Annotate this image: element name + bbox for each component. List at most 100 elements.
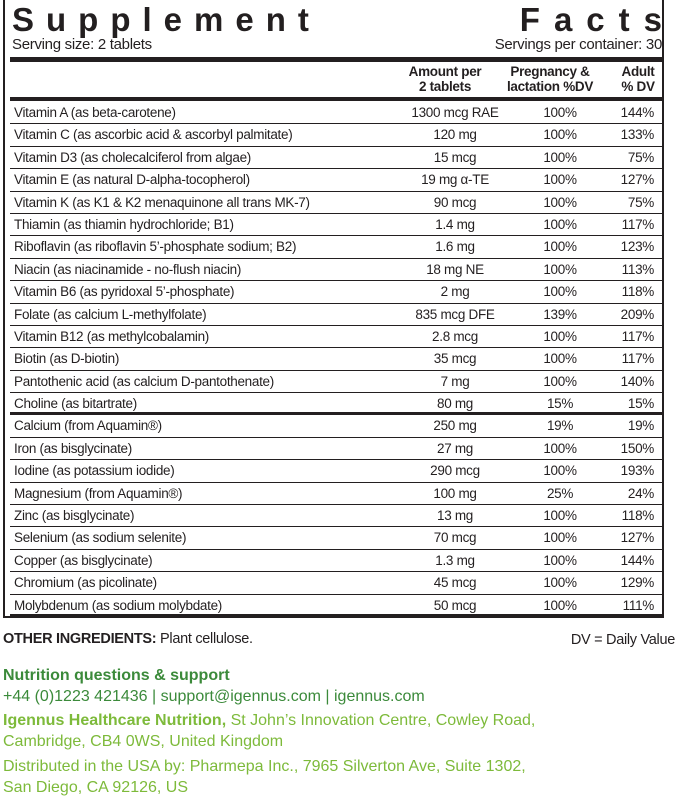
table-row: Vitamin A (as beta-carotene) 1300 mcg RAE… bbox=[10, 102, 664, 125]
adult-dv: 19% bbox=[627, 418, 654, 434]
adult-dv: 144% bbox=[620, 552, 655, 568]
pregnancy-dv: 15% bbox=[546, 396, 574, 412]
nutrient-name: Riboflavin (as riboflavin 5’-phosphate s… bbox=[14, 239, 297, 255]
table-row: Pantothenic acid (as calcium D-pantothen… bbox=[10, 371, 664, 394]
amount: 100 mg bbox=[433, 485, 477, 501]
pregnancy-dv: 100% bbox=[543, 127, 577, 143]
amount: 90 mcg bbox=[433, 194, 477, 210]
amount: 1.6 mg bbox=[435, 239, 475, 255]
distributor-line: Distributed in the USA by: Pharmepa Inc.… bbox=[3, 758, 526, 775]
amount: 45 mcg bbox=[433, 575, 477, 591]
amount: 835 mcg DFE bbox=[415, 306, 495, 322]
pregnancy-dv: 100% bbox=[543, 284, 577, 300]
adult-dv: 127% bbox=[620, 530, 655, 546]
adult-dv: 15% bbox=[627, 396, 654, 412]
pregnancy-dv: 100% bbox=[543, 552, 577, 568]
support-contact: +44 (0)1223 421436 | support@igennus.com… bbox=[3, 688, 425, 705]
distributor-line: San Diego, CA 92126, US bbox=[3, 779, 189, 796]
nutrient-name: Vitamin K (as K1 & K2 menaquinone all tr… bbox=[14, 194, 310, 210]
adult-dv: 118% bbox=[621, 284, 655, 300]
pregnancy-dv: 100% bbox=[543, 463, 577, 479]
table-row: Thiamin (as thiamin hydrochloride; B1) 1.… bbox=[10, 214, 664, 237]
adult-dv: 113% bbox=[621, 261, 655, 277]
nutrient-name: Calcium (from Aquamin®) bbox=[14, 418, 162, 434]
nutrient-name: Vitamin B6 (as pyridoxal 5’-phosphate) bbox=[14, 284, 235, 300]
pregnancy-dv: 100% bbox=[543, 216, 577, 232]
nutrient-name: Chromium (as picolinate) bbox=[14, 575, 157, 591]
address-line: St John’s Innovation Centre, Cowley Road… bbox=[226, 712, 536, 729]
adult-dv: 123% bbox=[620, 239, 655, 255]
header-line: % DV bbox=[621, 79, 655, 94]
header-line: 2 tablets bbox=[418, 79, 472, 94]
table-row: Vitamin K (as K1 & K2 menaquinone all tr… bbox=[10, 192, 664, 214]
table-row: Biotin (as D-biotin) 35 mcg 100% 117% bbox=[10, 348, 664, 371]
amount: 1.4 mg bbox=[435, 216, 475, 232]
amount: 120 mg bbox=[433, 127, 477, 143]
pregnancy-dv: 100% bbox=[543, 597, 577, 613]
pregnancy-dv: 25% bbox=[546, 485, 574, 501]
serving-info: Serving size: 2 tablets Servings per con… bbox=[12, 36, 662, 53]
nutrient-table: Vitamin A (as beta-carotene) 1300 mcg RAE… bbox=[10, 102, 664, 617]
adult-dv: 75% bbox=[627, 194, 654, 210]
table-row: Molybdenum (as sodium molybdate) 50 mcg 10… bbox=[10, 595, 664, 617]
nutrient-name: Selenium (as sodium selenite) bbox=[14, 530, 187, 546]
pregnancy-dv: 100% bbox=[543, 575, 577, 591]
pregnancy-dv: 100% bbox=[543, 149, 577, 165]
nutrient-name: Vitamin D3 (as cholecalciferol from alga… bbox=[14, 149, 252, 165]
divider bbox=[10, 614, 664, 618]
adult-dv: 140% bbox=[620, 373, 655, 389]
panel-title: Supplement Facts bbox=[12, 0, 662, 40]
table-row: Vitamin B6 (as pyridoxal 5’-phosphate) 2 … bbox=[10, 281, 664, 304]
pregnancy-dv: 100% bbox=[543, 508, 577, 524]
amount: 50 mcg bbox=[433, 597, 477, 613]
nutrient-name: Pantothenic acid (as calcium D-pantothen… bbox=[14, 373, 274, 389]
other-ingredients-value: Plant cellulose. bbox=[156, 631, 253, 647]
table-row: Iron (as bisglycinate) 27 mg 100% 150% bbox=[10, 438, 664, 461]
nutrient-name: Vitamin A (as beta-carotene) bbox=[14, 105, 176, 120]
pregnancy-dv: 100% bbox=[543, 172, 577, 188]
title-left: Supplement bbox=[12, 1, 321, 38]
divider bbox=[10, 97, 664, 101]
table-row: Copper (as bisglycinate) 1.3 mg 100% 144% bbox=[10, 550, 664, 573]
servings-per-container: Servings per container: 30 bbox=[494, 36, 663, 53]
serving-size: Serving size: 2 tablets bbox=[12, 36, 152, 53]
header-amount: Amount per 2 tablets bbox=[395, 64, 495, 94]
nutrient-name: Niacin (as niacinamide - no-flush niacin… bbox=[14, 261, 242, 277]
adult-dv: 118% bbox=[621, 508, 655, 524]
table-row: Calcium (from Aquamin®) 250 mg 19% 19% bbox=[10, 415, 664, 438]
other-ingredients: OTHER INGREDIENTS: Plant cellulose. bbox=[3, 631, 253, 647]
adult-dv: 129% bbox=[620, 575, 655, 591]
amount: 250 mg bbox=[433, 418, 477, 434]
adult-dv: 193% bbox=[620, 463, 655, 479]
amount: 1300 mcg RAE bbox=[411, 105, 499, 120]
amount: 1.3 mg bbox=[435, 552, 475, 568]
nutrient-name: Vitamin E (as natural D-alpha-tocopherol… bbox=[14, 172, 250, 188]
table-row: Vitamin C (as ascorbic acid & ascorbyl p… bbox=[10, 124, 664, 147]
nutrient-name: Vitamin B12 (as methylcobalamin) bbox=[14, 328, 209, 344]
table-row: Zinc (as bisglycinate) 13 mg 100% 118% bbox=[10, 505, 664, 528]
amount: 13 mg bbox=[436, 508, 474, 524]
amount: 7 mg bbox=[440, 373, 470, 389]
company-address: Igennus Healthcare Nutrition, St John’s … bbox=[3, 710, 535, 731]
divider bbox=[10, 57, 664, 62]
amount: 15 mcg bbox=[433, 149, 477, 165]
adult-dv: 133% bbox=[620, 127, 655, 143]
nutrient-name: Thiamin (as thiamin hydrochloride; B1) bbox=[14, 216, 234, 232]
adult-dv: 127% bbox=[620, 172, 655, 188]
adult-dv: 75% bbox=[627, 149, 654, 165]
pregnancy-dv: 100% bbox=[543, 261, 577, 277]
table-row: Niacin (as niacinamide - no-flush niacin… bbox=[10, 259, 664, 282]
amount: 18 mg NE bbox=[426, 261, 484, 277]
amount: 27 mg bbox=[436, 440, 474, 456]
pregnancy-dv: 100% bbox=[543, 440, 577, 456]
header-line: lactation %DV bbox=[506, 79, 594, 94]
pregnancy-dv: 100% bbox=[543, 194, 577, 210]
adult-dv: 209% bbox=[620, 306, 655, 322]
nutrient-name: Choline (as bitartrate) bbox=[14, 396, 137, 412]
pregnancy-dv: 100% bbox=[543, 105, 577, 120]
nutrient-name: Magnesium (from Aquamin®) bbox=[14, 485, 183, 501]
amount: 2.8 mcg bbox=[432, 328, 478, 344]
adult-dv: 117% bbox=[621, 328, 655, 344]
adult-dv: 111% bbox=[622, 597, 655, 613]
nutrient-name: Zinc (as bisglycinate) bbox=[14, 508, 135, 524]
